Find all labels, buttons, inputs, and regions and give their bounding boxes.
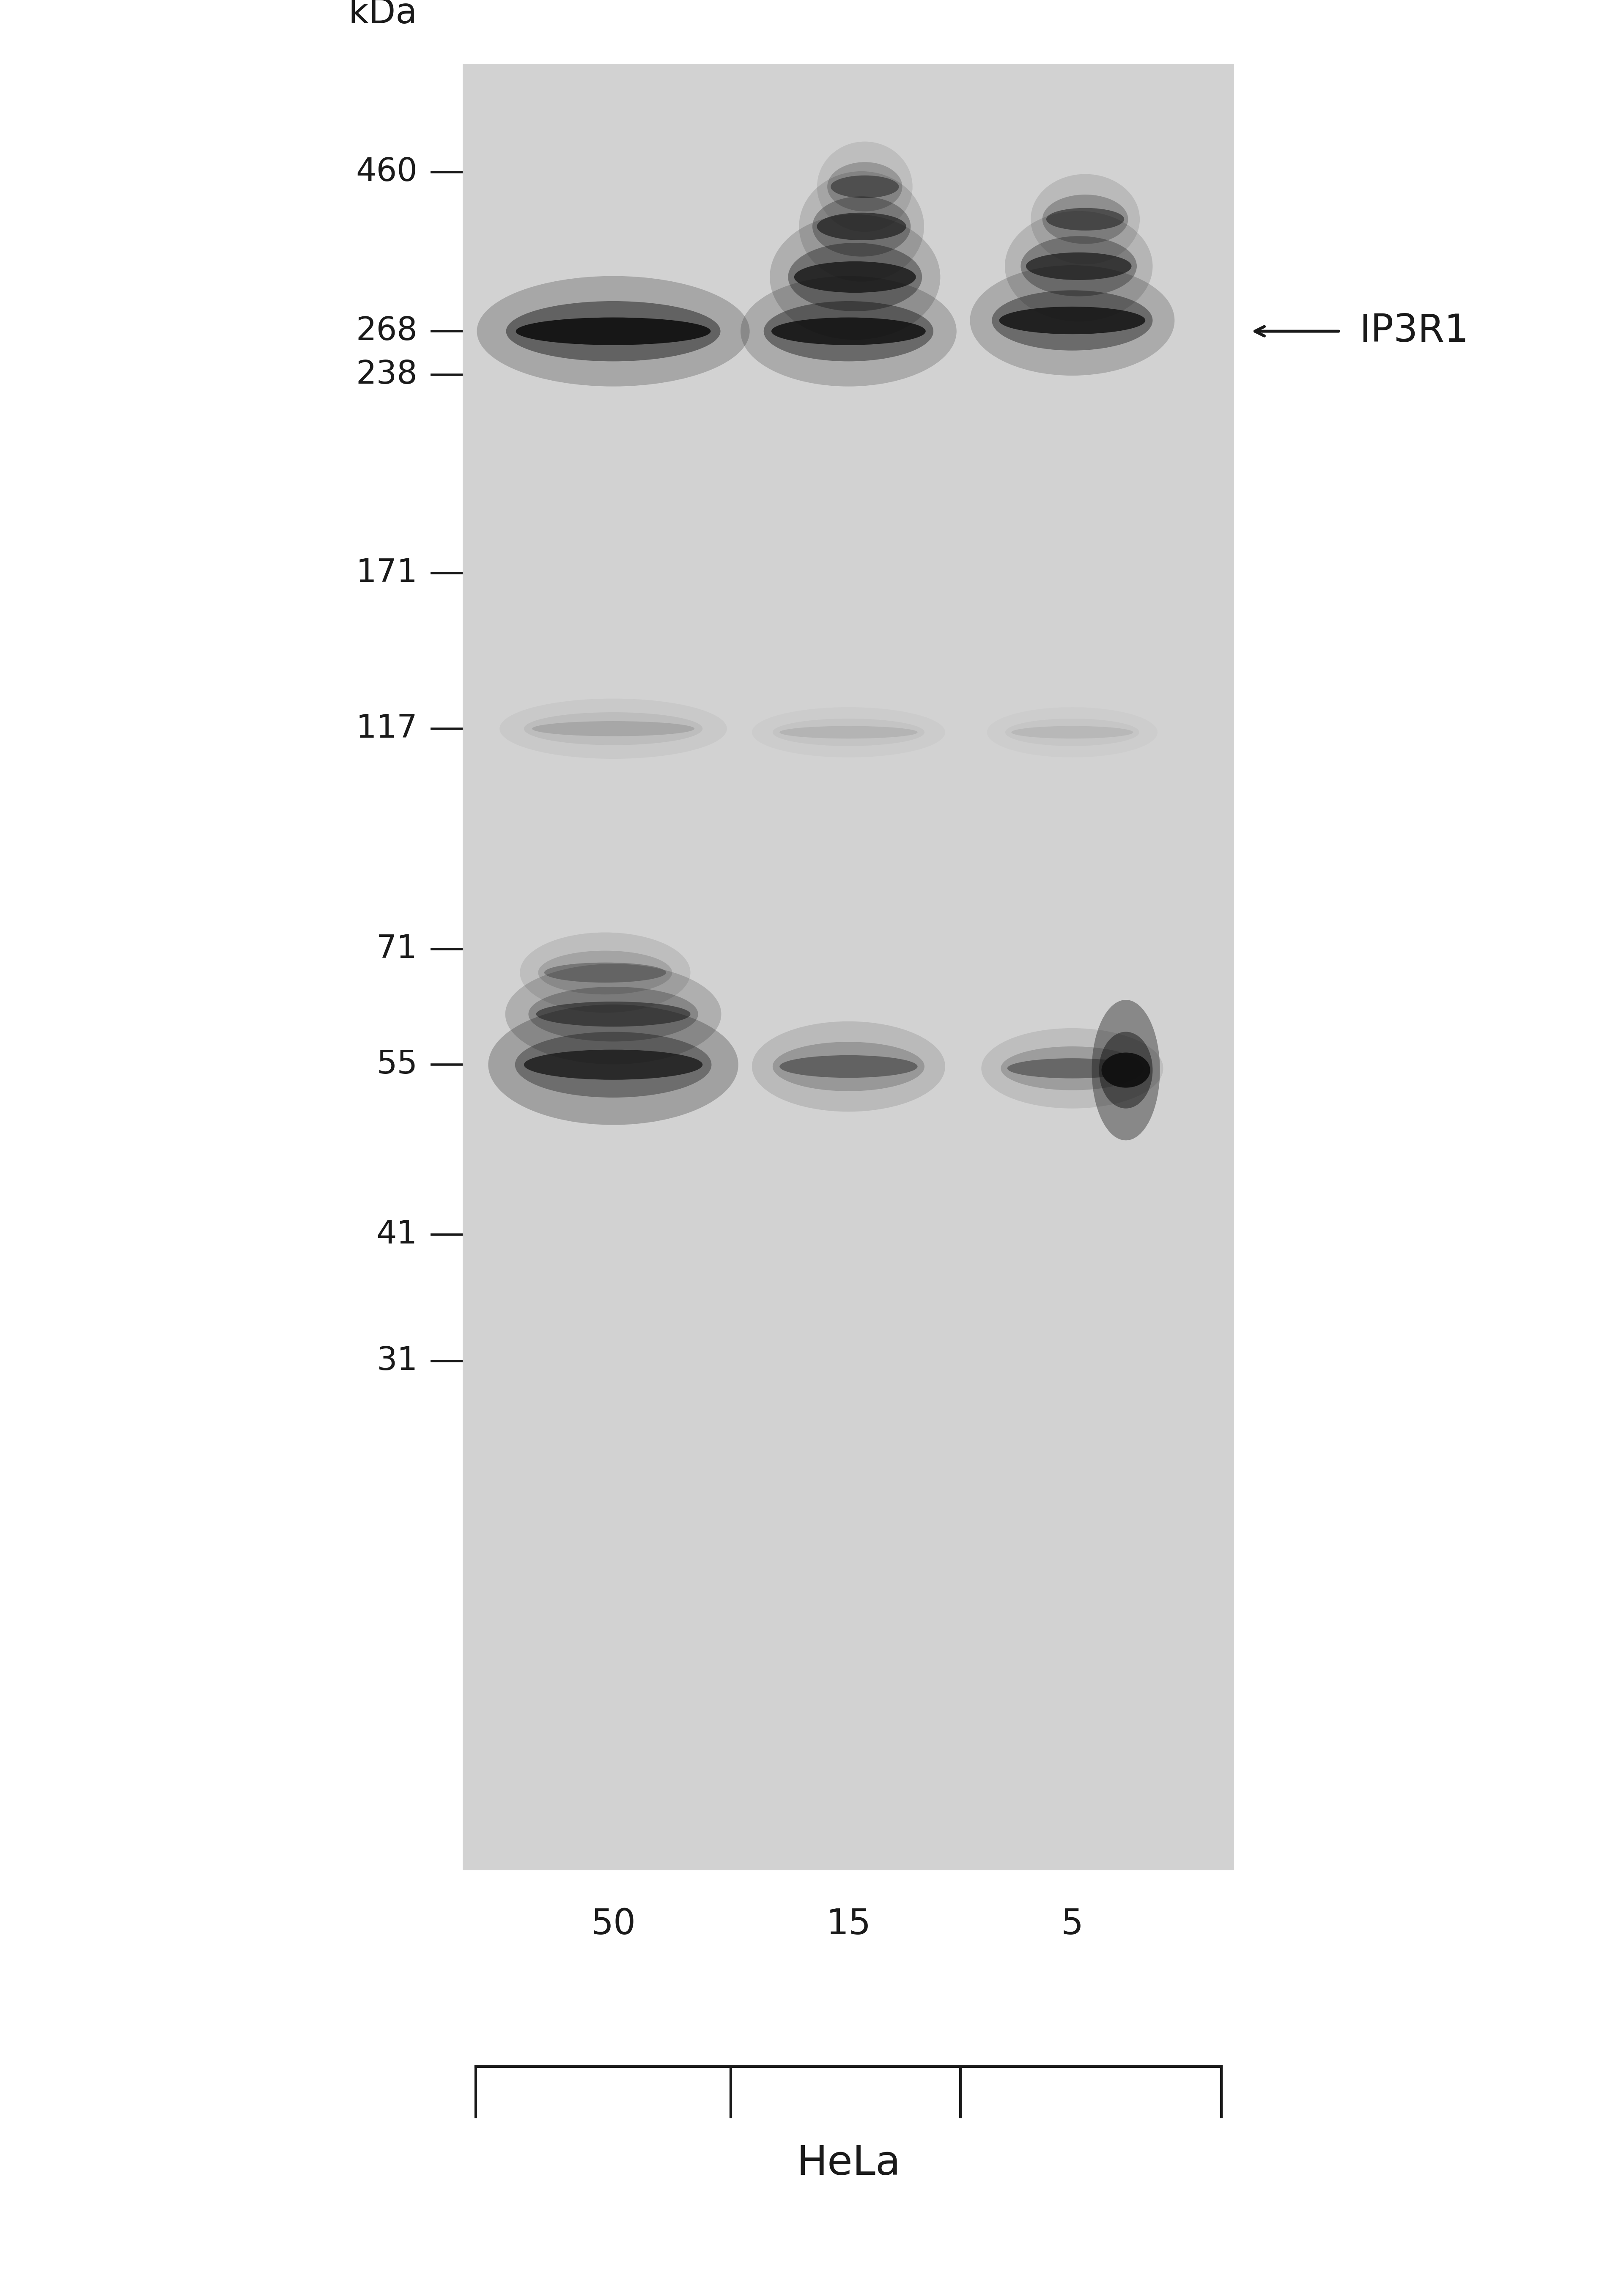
Ellipse shape	[827, 162, 903, 212]
Ellipse shape	[799, 171, 924, 281]
Ellipse shape	[741, 276, 957, 385]
Ellipse shape	[1099, 1031, 1153, 1109]
Ellipse shape	[992, 290, 1153, 351]
Ellipse shape	[536, 1001, 690, 1026]
Ellipse shape	[771, 317, 926, 344]
Ellipse shape	[999, 306, 1145, 335]
Ellipse shape	[981, 1029, 1163, 1109]
Ellipse shape	[794, 262, 916, 292]
Ellipse shape	[1026, 253, 1132, 281]
Ellipse shape	[477, 276, 750, 385]
Ellipse shape	[1007, 1058, 1137, 1079]
Ellipse shape	[1021, 237, 1137, 297]
Ellipse shape	[525, 712, 703, 746]
Ellipse shape	[770, 214, 940, 340]
Text: kDa: kDa	[348, 0, 417, 30]
Ellipse shape	[520, 933, 690, 1013]
Ellipse shape	[1005, 212, 1153, 322]
Bar	[463, 64, 1234, 1870]
Ellipse shape	[780, 725, 918, 739]
Ellipse shape	[1101, 1052, 1150, 1088]
Text: 50: 50	[591, 1907, 635, 1941]
Text: 41: 41	[377, 1218, 417, 1250]
Ellipse shape	[817, 212, 906, 240]
Ellipse shape	[780, 1056, 918, 1079]
Ellipse shape	[773, 719, 924, 746]
Text: 171: 171	[356, 557, 417, 588]
Ellipse shape	[515, 1031, 711, 1097]
Ellipse shape	[544, 963, 666, 983]
Ellipse shape	[1012, 725, 1134, 739]
Ellipse shape	[1043, 194, 1129, 244]
Text: 117: 117	[356, 714, 417, 744]
Ellipse shape	[812, 196, 911, 255]
Ellipse shape	[516, 317, 711, 344]
Ellipse shape	[1031, 173, 1140, 265]
Text: HeLa: HeLa	[796, 2144, 901, 2183]
Ellipse shape	[1005, 719, 1140, 746]
Ellipse shape	[1091, 999, 1160, 1140]
Text: IP3R1: IP3R1	[1359, 312, 1468, 349]
Text: 460: 460	[356, 157, 417, 187]
Ellipse shape	[533, 721, 695, 737]
Text: 15: 15	[827, 1907, 870, 1941]
Ellipse shape	[489, 1004, 739, 1125]
Text: 55: 55	[377, 1049, 417, 1081]
Ellipse shape	[970, 265, 1174, 376]
Text: 238: 238	[356, 358, 417, 390]
Ellipse shape	[528, 988, 698, 1042]
Ellipse shape	[507, 301, 721, 360]
Text: 268: 268	[356, 315, 417, 347]
Text: 31: 31	[377, 1346, 417, 1378]
Ellipse shape	[830, 176, 900, 198]
Ellipse shape	[788, 242, 922, 310]
Ellipse shape	[773, 1042, 924, 1090]
Ellipse shape	[763, 301, 934, 360]
Ellipse shape	[1046, 208, 1124, 230]
Text: 5: 5	[1060, 1907, 1083, 1941]
Ellipse shape	[1000, 1047, 1143, 1090]
Text: 71: 71	[377, 933, 417, 965]
Ellipse shape	[525, 1049, 703, 1079]
Ellipse shape	[505, 965, 721, 1065]
Ellipse shape	[752, 1022, 945, 1111]
Ellipse shape	[817, 141, 913, 233]
Ellipse shape	[538, 951, 672, 995]
Ellipse shape	[500, 698, 728, 760]
